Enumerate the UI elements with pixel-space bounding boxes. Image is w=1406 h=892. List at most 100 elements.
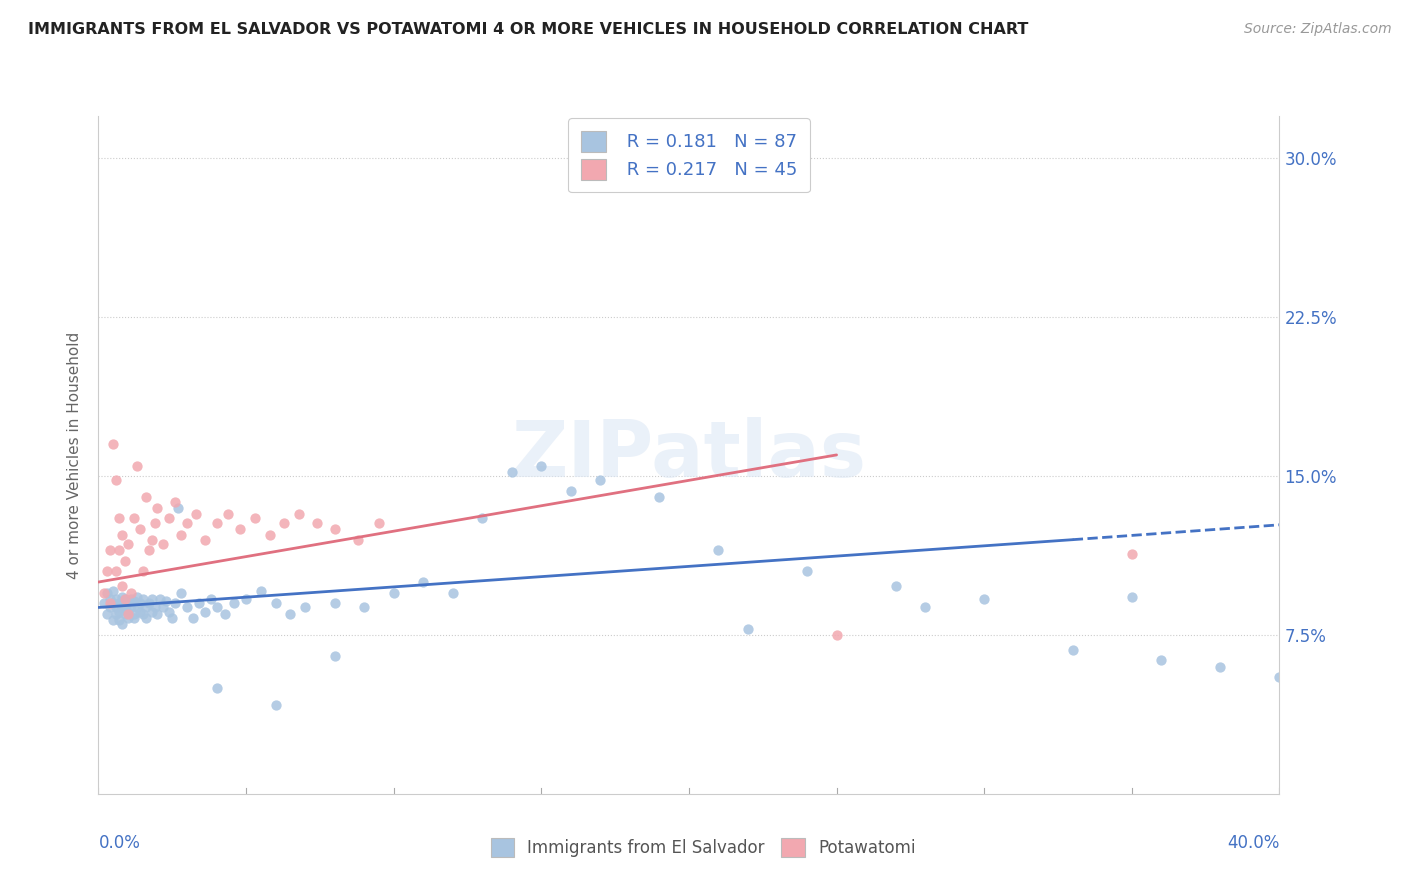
Point	[138, 596, 160, 610]
Point	[103, 596, 125, 610]
Point	[105, 600, 128, 615]
Point	[165, 596, 187, 610]
Point	[560, 483, 582, 498]
Point	[825, 628, 848, 642]
Point	[93, 596, 115, 610]
Point	[98, 543, 121, 558]
Point	[114, 607, 136, 621]
Point	[157, 605, 180, 619]
Point	[108, 543, 131, 558]
Point	[170, 585, 193, 599]
Point	[111, 617, 134, 632]
Point	[111, 590, 134, 604]
Point	[132, 607, 155, 621]
Point	[294, 600, 316, 615]
Point	[108, 613, 131, 627]
Point	[243, 511, 266, 525]
Point	[259, 528, 281, 542]
Point	[412, 575, 434, 590]
Point	[111, 528, 134, 542]
Point	[125, 600, 148, 615]
Point	[141, 533, 163, 547]
Point	[138, 543, 160, 558]
Point	[264, 698, 287, 712]
Point	[176, 516, 198, 530]
Point	[264, 596, 287, 610]
Point	[973, 592, 995, 607]
Point	[229, 522, 252, 536]
Point	[648, 491, 671, 505]
Point	[347, 533, 370, 547]
Point	[105, 592, 128, 607]
Point	[501, 465, 523, 479]
Point	[132, 592, 155, 607]
Point	[235, 592, 257, 607]
Point	[288, 507, 311, 521]
Point	[217, 507, 239, 521]
Point	[181, 611, 204, 625]
Point	[184, 507, 207, 521]
Point	[194, 533, 217, 547]
Point	[214, 607, 236, 621]
Point	[1121, 590, 1143, 604]
Point	[143, 516, 166, 530]
Point	[128, 605, 150, 619]
Point	[1121, 548, 1143, 562]
Point	[323, 649, 346, 664]
Point	[122, 611, 145, 625]
Point	[117, 605, 139, 619]
Point	[98, 592, 121, 607]
Point	[170, 528, 193, 542]
Point	[98, 600, 121, 615]
Point	[120, 585, 142, 599]
Point	[132, 565, 155, 579]
Point	[471, 511, 494, 525]
Point	[120, 600, 142, 615]
Point	[205, 600, 228, 615]
Point	[128, 596, 150, 610]
Point	[117, 537, 139, 551]
Point	[205, 516, 228, 530]
Point	[278, 607, 302, 621]
Point	[108, 596, 131, 610]
Point	[273, 516, 295, 530]
Point	[105, 565, 128, 579]
Point	[382, 585, 405, 599]
Point	[105, 607, 128, 621]
Text: IMMIGRANTS FROM EL SALVADOR VS POTAWATOMI 4 OR MORE VEHICLES IN HOUSEHOLD CORREL: IMMIGRANTS FROM EL SALVADOR VS POTAWATOM…	[28, 22, 1029, 37]
Point	[589, 474, 612, 488]
Point	[250, 583, 273, 598]
Point	[167, 500, 190, 515]
Point	[1062, 642, 1084, 657]
Point	[114, 600, 136, 615]
Point	[194, 605, 217, 619]
Point	[914, 600, 936, 615]
Point	[141, 592, 163, 607]
Y-axis label: 4 or more Vehicles in Household: 4 or more Vehicles in Household	[67, 331, 83, 579]
Point	[141, 605, 163, 619]
Point	[103, 583, 125, 598]
Point	[1150, 653, 1173, 667]
Point	[114, 592, 136, 607]
Point	[187, 596, 209, 610]
Point	[108, 511, 131, 525]
Text: 40.0%: 40.0%	[1227, 834, 1279, 852]
Text: ZIPatlas: ZIPatlas	[512, 417, 866, 493]
Point	[93, 585, 115, 599]
Point	[143, 600, 166, 615]
Point	[157, 511, 180, 525]
Point	[96, 565, 118, 579]
Point	[98, 596, 121, 610]
Point	[165, 494, 187, 508]
Text: 0.0%: 0.0%	[98, 834, 141, 852]
Point	[111, 600, 134, 615]
Point	[114, 592, 136, 607]
Point	[368, 516, 391, 530]
Point	[122, 594, 145, 608]
Point	[146, 607, 169, 621]
Point	[96, 585, 118, 599]
Point	[707, 543, 730, 558]
Point	[737, 622, 759, 636]
Point	[135, 611, 157, 625]
Point	[149, 592, 172, 607]
